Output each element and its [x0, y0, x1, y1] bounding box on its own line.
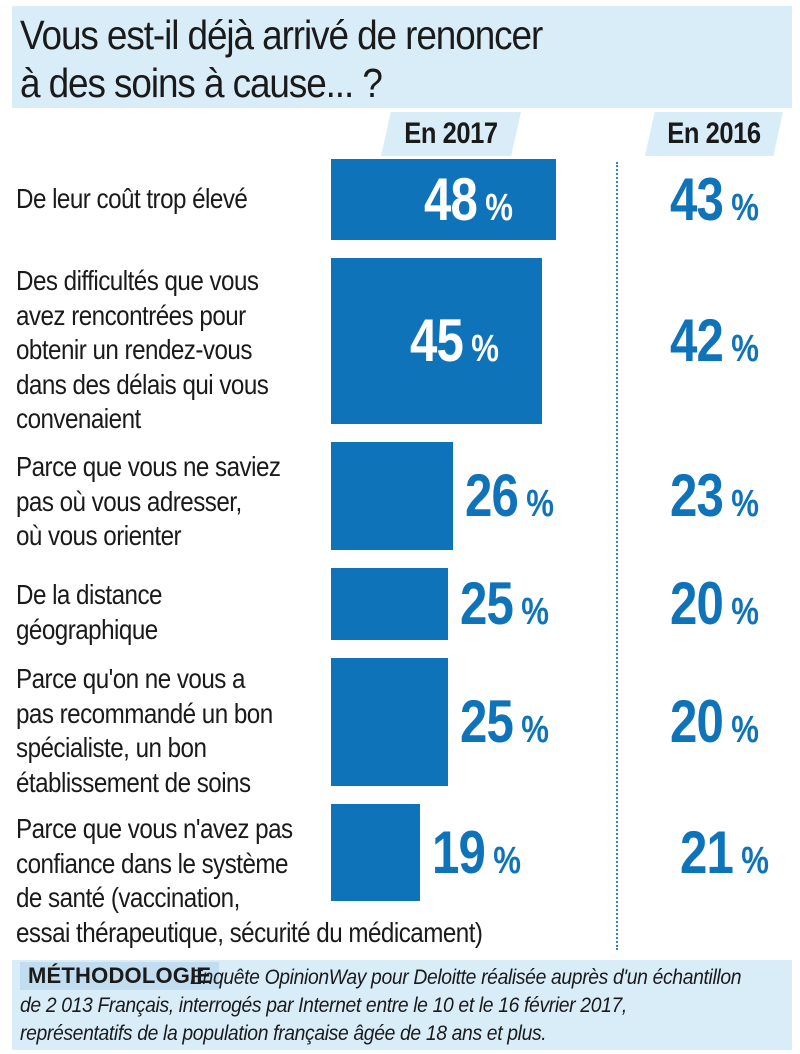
- value-2016: 43: [670, 165, 724, 233]
- row-label-line: essai thérapeutique, sécurité du médicam…: [16, 916, 483, 948]
- percent-symbol: %: [731, 709, 760, 751]
- row-label: Parce qu'on ne vous a pas recommandé un b…: [16, 662, 273, 800]
- row-label-line: géographique: [16, 613, 158, 645]
- row-label-line: spécialiste, un bon: [16, 732, 207, 763]
- value-label-2017: 45%: [410, 311, 499, 371]
- value-label-2017: 26%: [465, 466, 554, 526]
- value-label-2016: 21%: [680, 822, 770, 883]
- percent-symbol: %: [493, 839, 522, 882]
- row-label: Des difficultés que vous avez rencontrées…: [16, 264, 269, 437]
- percent-symbol: %: [485, 186, 514, 229]
- value-label-2017: 48%: [424, 169, 514, 230]
- row-label-line: établissement de soins: [16, 766, 251, 798]
- column-header-2016-label: En 2016: [667, 117, 761, 150]
- value-2017: 48: [424, 165, 478, 233]
- row-label: Parce que vous ne saviez pas où vous adre…: [16, 450, 281, 554]
- value-2016: 20: [670, 570, 724, 637]
- value-label-2017: 25%: [460, 574, 549, 634]
- value-2016: 21: [680, 818, 734, 886]
- value-label-2016: 43%: [670, 169, 760, 230]
- percent-symbol: %: [471, 328, 500, 370]
- row-label-line: Parce qu'on ne vous a: [16, 663, 246, 694]
- value-2016: 20: [670, 688, 724, 755]
- row-label-line: De la distance: [16, 579, 162, 610]
- row-label-line: où vous orienter: [16, 520, 182, 551]
- value-label-2017: 25%: [460, 692, 549, 752]
- value-2017: 25: [460, 570, 514, 637]
- value-label-2016: 42%: [670, 311, 759, 371]
- percent-symbol: %: [521, 709, 550, 751]
- value-label-2016: 23%: [670, 466, 759, 526]
- value-label-2016: 20%: [670, 692, 759, 752]
- bar-2017: [331, 442, 453, 550]
- percent-symbol: %: [526, 483, 555, 525]
- column-divider: [616, 162, 618, 950]
- row-label: De leur coût trop élevé: [16, 182, 248, 217]
- row-label-line: convenaient: [16, 403, 141, 434]
- percent-symbol: %: [731, 483, 760, 525]
- column-header-2016: En 2016: [645, 112, 783, 156]
- column-header-2017: En 2017: [381, 112, 521, 156]
- row-label-line: avez rencontrées pour: [16, 299, 246, 331]
- column-header-2017-label: En 2017: [404, 117, 498, 150]
- value-2017: 25: [460, 688, 514, 755]
- value-2017: 19: [432, 818, 486, 886]
- row-label-line: Parce que vous n'avez pas: [16, 813, 293, 844]
- percent-symbol: %: [741, 839, 770, 882]
- chart-title-line-1: Vous est-il déjà arrivé de renoncer: [20, 12, 543, 58]
- bar-2017: [331, 804, 420, 901]
- row-label-line: pas où vous adresser,: [16, 485, 242, 517]
- row-label-line: Parce que vous ne saviez: [16, 451, 281, 482]
- percent-symbol: %: [731, 591, 760, 633]
- value-label-2017: 19%: [432, 822, 522, 883]
- row-label: De la distance géographique: [16, 578, 162, 647]
- bar-2017: [331, 568, 448, 640]
- chart-title-line-2: à des soins à cause... ?: [20, 60, 383, 106]
- value-2016: 42: [670, 307, 724, 374]
- value-2016: 23: [670, 462, 724, 529]
- methodology-text-line-2: de 2 013 Français, interrogés par Intern…: [20, 993, 627, 1017]
- row-label-line: dans des délais qui vous: [16, 368, 269, 400]
- methodology-text-line-1: Enquête OpinionWay pour Deloitte réalisé…: [190, 965, 742, 989]
- value-2017: 45: [410, 307, 464, 374]
- row-label-line: Des difficultés que vous: [16, 265, 259, 296]
- bar-2017: [331, 258, 542, 424]
- percent-symbol: %: [521, 591, 550, 633]
- title-box: Vous est-il déjà arrivé de renoncer à de…: [12, 6, 792, 108]
- methodology-text-line-3: représentatifs de la population français…: [20, 1021, 547, 1045]
- value-label-2016: 20%: [670, 574, 759, 634]
- row-label-line: pas recommandé un bon: [16, 697, 273, 729]
- methodology-tag: MÉTHODOLOGIE: [20, 962, 220, 990]
- row-label-line: de santé (vaccination,: [16, 882, 240, 913]
- percent-symbol: %: [731, 186, 760, 229]
- bar-2017: [331, 658, 448, 786]
- percent-symbol: %: [731, 328, 760, 370]
- row-label-line: De leur coût trop élevé: [16, 183, 248, 214]
- row-label: Parce que vous n'avez pas confiance dans …: [16, 812, 483, 950]
- row-label-line: confiance dans le système: [16, 847, 289, 879]
- value-2017: 26: [465, 462, 519, 529]
- bar-2017: [331, 159, 556, 240]
- row-label-line: obtenir un rendez-vous: [16, 334, 252, 365]
